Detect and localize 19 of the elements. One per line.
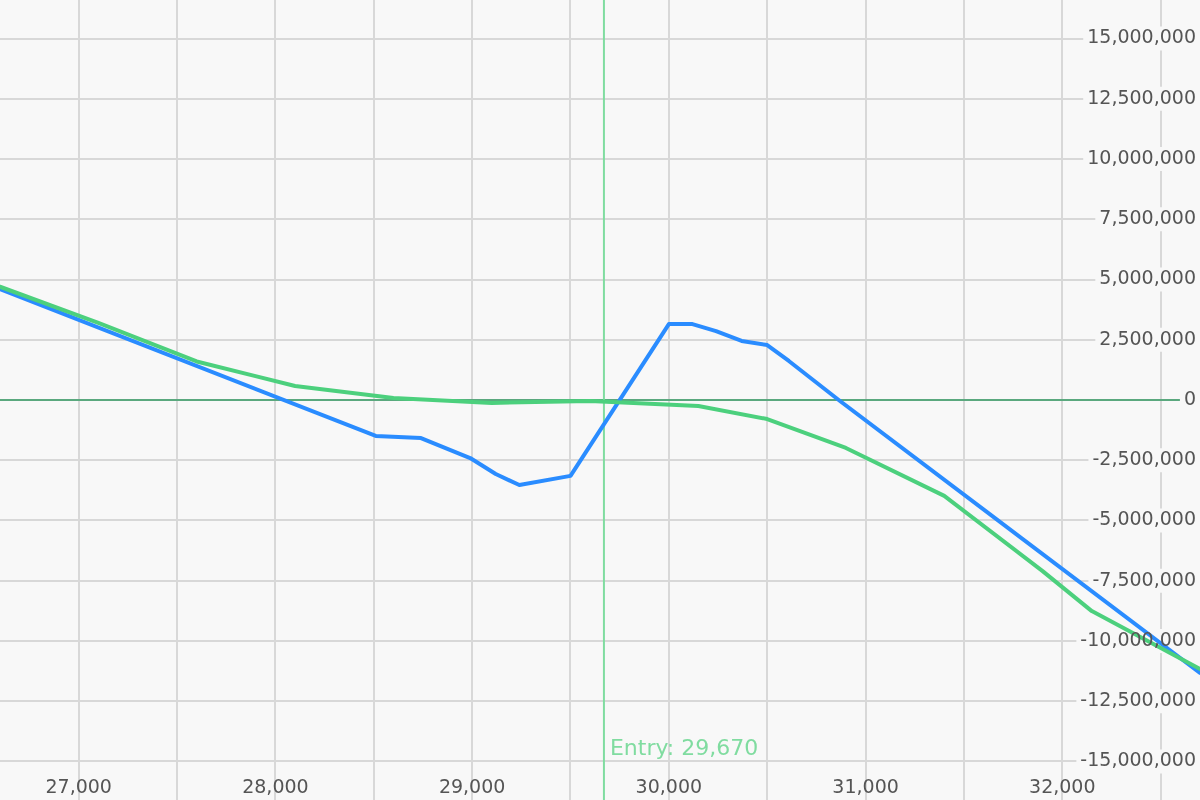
y-tick-label: -2,500,000 [1092,447,1196,470]
y-tick-label: 7,500,000 [1099,206,1196,229]
y-tick-label: 0 [1183,386,1196,409]
y-tick-label: 15,000,000 [1087,25,1196,48]
y-tick-label: -5,000,000 [1092,507,1196,530]
y-tick-label: 5,000,000 [1099,266,1196,289]
x-tick-label: 27,000 [45,775,112,798]
ref-line-label: Entry: 29,670 [609,734,759,760]
x-tick-label: 29,000 [438,775,506,798]
x-tick-label: 32,000 [1029,775,1096,798]
y-tick-label: 2,500,000 [1099,326,1196,349]
y-tick-label: 10,000,000 [1087,145,1196,168]
x-tick-label: 30,000 [635,775,703,798]
x-tick-label: 31,000 [832,775,899,798]
x-tick-label: 28,000 [242,775,309,798]
y-tick-label: -15,000,000 [1080,748,1196,771]
y-tick-label: 12,500,000 [1087,85,1196,108]
y-tick-label: -7,500,000 [1092,567,1196,590]
y-tick-label: -12,500,000 [1080,688,1196,711]
